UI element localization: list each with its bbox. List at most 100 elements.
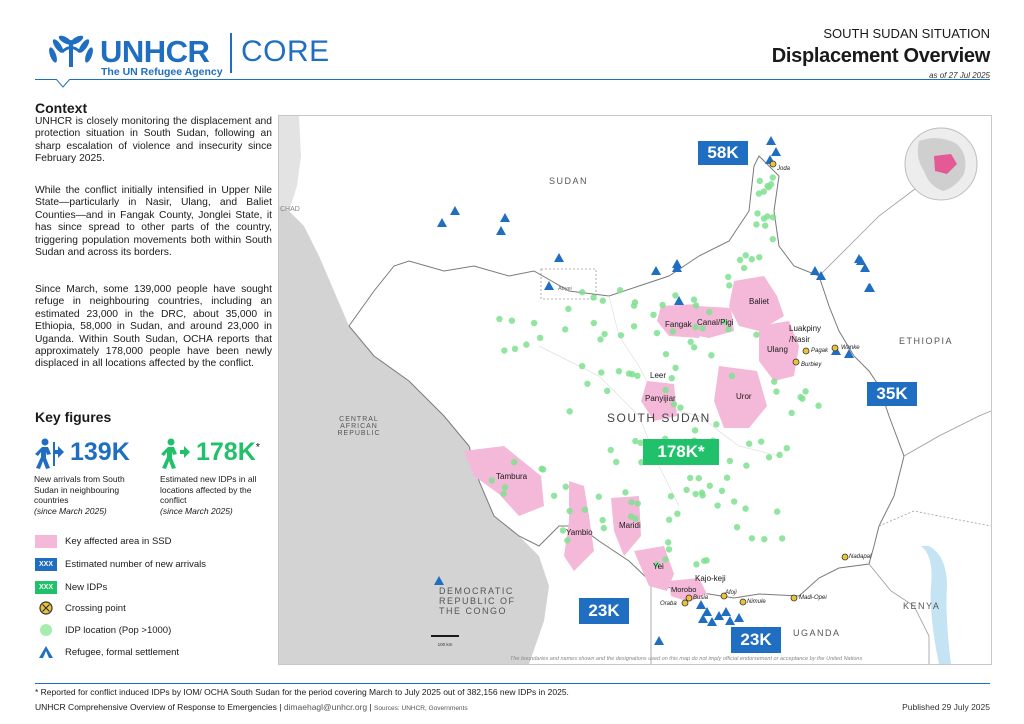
- refugee-settlement-icon: [500, 213, 510, 222]
- country-label-car: CENTRAL AFRICAN REPUBLIC: [337, 416, 381, 437]
- arrivals-swatch: XXX: [35, 557, 57, 571]
- crossing-point-icon: [720, 592, 728, 600]
- footnote: * Reported for conflict induced IDPs by …: [35, 687, 569, 697]
- idp-location-dot: [579, 289, 586, 296]
- idp-location-dot: [637, 439, 644, 447]
- idp-location-dot: [773, 508, 781, 515]
- page-title: Displacement Overview: [771, 45, 991, 67]
- idp-location-dot: [733, 523, 741, 531]
- idp-location-dot: [630, 323, 638, 330]
- idp-location-icon: [35, 623, 57, 637]
- chad-landmass: [279, 116, 301, 211]
- idp-location-dot: [756, 254, 763, 261]
- idp-location-dot: [662, 350, 670, 358]
- header-notch-icon: [56, 79, 70, 88]
- legend-item-arrivals: XXX Estimated number of new arrivals: [35, 555, 206, 573]
- idp-location-dot: [771, 378, 778, 385]
- idp-location-dot: [692, 302, 700, 309]
- country-label-ethiopia: ETHIOPIA: [899, 336, 954, 346]
- idp-asterisk: *: [255, 441, 261, 454]
- idp-location-dot: [754, 210, 761, 217]
- crossing-point-icon: [681, 599, 689, 607]
- idp-location-dot: [629, 370, 636, 378]
- crossing-point-icon: [841, 553, 849, 561]
- crossing-point-icon: [769, 160, 777, 168]
- situation-title: SOUTH SUDAN SITUATION: [823, 26, 990, 41]
- idp-location-dot: [726, 457, 734, 465]
- idp-location-dot: [726, 282, 733, 289]
- idp-location-dot: [631, 299, 639, 306]
- footer-sources: Sources: UNHCR, Governments: [374, 705, 468, 712]
- refugee-settlement-icon: [674, 296, 684, 305]
- idp-location-dot: [690, 344, 698, 351]
- idp-location-dot: [665, 546, 673, 553]
- crossing-label-oraba: Oraba: [660, 601, 677, 607]
- country-label-kenya: KENYA: [903, 601, 941, 611]
- idp-location-dot: [613, 458, 620, 466]
- idp-location-dot: [757, 438, 765, 445]
- idp-since: (since March 2025): [160, 505, 233, 516]
- lake-turkana: [921, 546, 951, 664]
- refugee-settlement-icon: [437, 218, 447, 227]
- refugee-settlement-icon: [35, 645, 57, 659]
- footer-email[interactable]: dimaehagl@unhcr.org: [283, 702, 368, 712]
- idp-location-dot: [662, 556, 669, 563]
- idp-location-dot: [669, 328, 677, 335]
- crossing-label-joda: Joda: [777, 166, 791, 172]
- crossing-label-wanke: Wanke: [841, 345, 860, 351]
- area-label-morobo: Morobo: [671, 585, 697, 594]
- displacement-map[interactable]: 100 km SUDAN CHAD CENTRAL AFRICAN REPUBLIC…: [278, 115, 992, 665]
- idp-location-dot: [628, 498, 635, 506]
- idp-location-dot: [756, 177, 763, 185]
- crossing-label-burbiey: Burbiey: [801, 362, 822, 368]
- idp-location-dot: [562, 326, 569, 333]
- refugee-settlement-icon: [725, 616, 735, 625]
- refugee-settlement-icon: [651, 266, 661, 275]
- legend-item-crossing: Crossing point: [35, 599, 126, 617]
- context-paragraph: Since March, some 139,000 people have so…: [35, 284, 272, 370]
- affected-area-yambio: [564, 481, 594, 571]
- refugee-settlement-icon: [860, 263, 870, 272]
- idp-location-dot: [691, 427, 699, 434]
- arrivals-desc-text: New arrivals from South Sudan in neighbo…: [34, 474, 125, 505]
- idp-location-dot: [764, 213, 771, 220]
- idp-location-dot: [634, 372, 641, 380]
- idp-location-dot: [674, 510, 681, 517]
- affected-area-nasir: [759, 321, 799, 381]
- idp-location-dot: [653, 329, 661, 337]
- idp-figure-value: 178K: [196, 438, 256, 466]
- arrivals-box-uganda: 23K: [731, 627, 781, 653]
- published-date: Published 29 July 2025: [902, 702, 990, 712]
- area-label-tambura: Tambura: [496, 472, 528, 481]
- idp-location-dot: [714, 502, 721, 509]
- idp-location-dot: [667, 493, 675, 500]
- area-label-yambio: Yambio: [566, 528, 593, 537]
- idp-location-dot: [578, 362, 586, 370]
- unhcr-logo: [45, 31, 97, 73]
- crossing-label-madi-opei: Madi-Opei: [799, 595, 827, 601]
- idp-location-dot: [703, 557, 710, 564]
- car-landmass: [279, 206, 549, 664]
- arrivals-box-ethiopia: 35K: [867, 382, 917, 406]
- refugee-settlement-icon: [672, 263, 682, 272]
- legend-label: Key affected area in SSD: [65, 535, 172, 547]
- footer-org: UNHCR Comprehensive Overview of Response…: [35, 702, 468, 712]
- legend-label: Crossing point: [65, 602, 126, 614]
- refugee-settlement-icon: [554, 253, 564, 262]
- footer-org-name: UNHCR Comprehensive Overview of Response…: [35, 702, 277, 712]
- idp-location-dot: [616, 287, 624, 294]
- area-label-fangak: Fangak: [665, 320, 692, 329]
- refugee-settlement-icon: [496, 226, 506, 235]
- idp-location-dot: [692, 490, 699, 498]
- locator-globe: [904, 127, 978, 201]
- crossing-label-nimule: Nimule: [747, 599, 766, 605]
- idp-location-dot: [604, 387, 611, 395]
- idp-location-dot: [599, 516, 606, 524]
- abyei-area: [540, 268, 597, 300]
- idp-location-dot: [638, 459, 645, 466]
- idp-location-dot: [736, 256, 744, 264]
- crossing-point-icon: [802, 347, 810, 355]
- idp-location-dot: [699, 325, 706, 332]
- country-label-sudan: SUDAN: [549, 176, 589, 186]
- refugee-settlement-icon: [702, 607, 712, 616]
